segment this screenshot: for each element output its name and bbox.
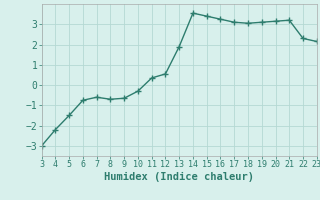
- X-axis label: Humidex (Indice chaleur): Humidex (Indice chaleur): [104, 172, 254, 182]
